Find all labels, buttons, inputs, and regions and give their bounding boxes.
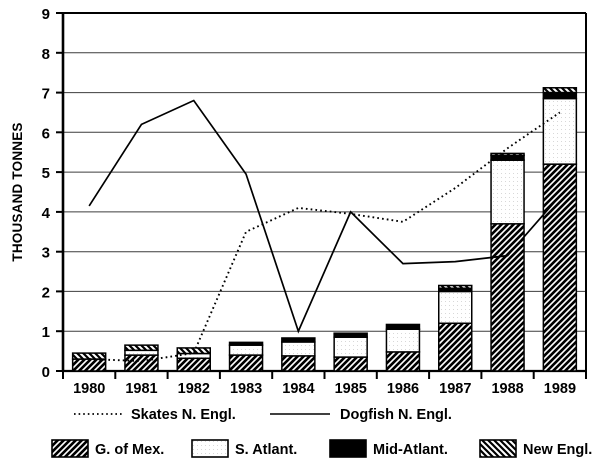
x-tick-label: 1981 [125,381,157,397]
bar-segment-s-atlant [542,97,578,165]
bar-segment-g-of-mex [228,354,264,372]
bar-segment-g-of-mex [176,357,211,372]
bar-group [281,337,316,372]
bar-group [438,284,473,372]
bar-segment-g-of-mex [542,163,578,372]
stacked-bars [71,87,578,372]
bar-segment-new-engl [176,347,211,355]
x-tick-label: 1982 [178,381,210,397]
y-tick-label: 4 [42,205,51,222]
bar-segment-mid-atlant [385,323,421,330]
x-tick-label: 1984 [282,381,314,397]
bar-segment-s-atlant [281,341,316,357]
bar-segment-g-of-mex [385,351,421,372]
x-tick-label: 1989 [544,381,576,397]
bar-segment-new-engl [124,344,159,352]
x-axis-tick-labels: 1980 1981 1982 1983 1984 1985 1986 1987 … [73,381,576,397]
legend-label-s-atlant: S. Atlant. [235,442,297,458]
x-tick-label: 1985 [335,381,367,397]
bar-group [490,152,525,372]
y-tick-label: 8 [42,46,50,63]
bar-group [71,352,107,372]
y-tick-label: 6 [42,125,50,142]
x-tick-label: 1983 [230,381,262,397]
legend-swatch-new-engl [479,439,517,458]
bar-group [228,341,264,372]
legend-label-new-engl: New Engl. [523,442,592,458]
bar-segment-g-of-mex [333,356,368,372]
bar-segment-s-atlant [490,159,525,225]
x-tick-label: 1986 [387,381,419,397]
legend-label-g-of-mex: G. of Mex. [95,442,164,458]
bar-segment-s-atlant [438,290,473,325]
bar-segment-g-of-mex [490,223,525,372]
bar-group [542,87,578,372]
y-tick-label: 1 [42,324,50,341]
bar-group [176,347,211,372]
legend-label-skates: Skates N. Engl. [131,407,236,423]
bar-segment-new-engl [71,352,107,360]
y-axis-ticks [56,12,63,372]
bar-segment-s-atlant [228,344,264,356]
bar-segment-new-engl [490,152,525,157]
bar-segment-mid-atlant [333,332,368,338]
y-tick-label: 9 [42,6,50,23]
bar-segment-mid-atlant [281,337,316,343]
bar-group [124,344,159,372]
y-tick-label: 0 [42,364,50,381]
bar-group [333,332,368,372]
line-series [88,99,561,363]
x-tick-label: 1980 [73,381,105,397]
legend-bars-row: G. of Mex. S. Atlant. Mid-Atlant. New En… [51,439,592,458]
legend-label-dogfish: Dogfish N. Engl. [340,407,452,423]
x-tick-label: 1987 [439,381,471,397]
y-tick-label: 2 [42,284,50,301]
legend-lines-row: Skates N. Engl. Dogfish N. Engl. [74,407,452,423]
bar-segment-s-atlant [333,336,368,358]
x-axis-ticks [62,371,587,379]
y-axis-title: THOUSAND TONNES [10,122,25,261]
y-tick-label: 7 [42,86,50,103]
bar-segment-g-of-mex [71,358,107,372]
y-axis-tick-labels: 9 8 7 6 5 4 3 2 1 0 [42,6,51,381]
bar-segment-s-atlant [385,328,421,353]
bar-segment-g-of-mex [438,322,473,372]
bar-group [385,323,421,372]
line-dogfish-n-engl [88,99,561,334]
legend-swatch-mid-atlant [329,439,367,458]
bar-segment-g-of-mex [124,354,159,372]
y-tick-label: 5 [42,165,50,182]
legend-label-mid-atlant: Mid-Atlant. [373,442,448,458]
legend-swatch-s-atlant [191,439,229,458]
bar-segment-g-of-mex [281,355,316,372]
line-skates-n-engl [89,111,561,363]
bar-segment-mid-atlant [228,341,264,346]
bar-segment-new-engl [438,284,473,290]
bar-segment-mid-atlant [542,91,578,100]
x-tick-label: 1988 [491,381,523,397]
legend-swatch-g-of-mex [51,439,89,458]
y-tick-label: 3 [42,245,50,262]
bar-segment-new-engl [542,87,578,94]
